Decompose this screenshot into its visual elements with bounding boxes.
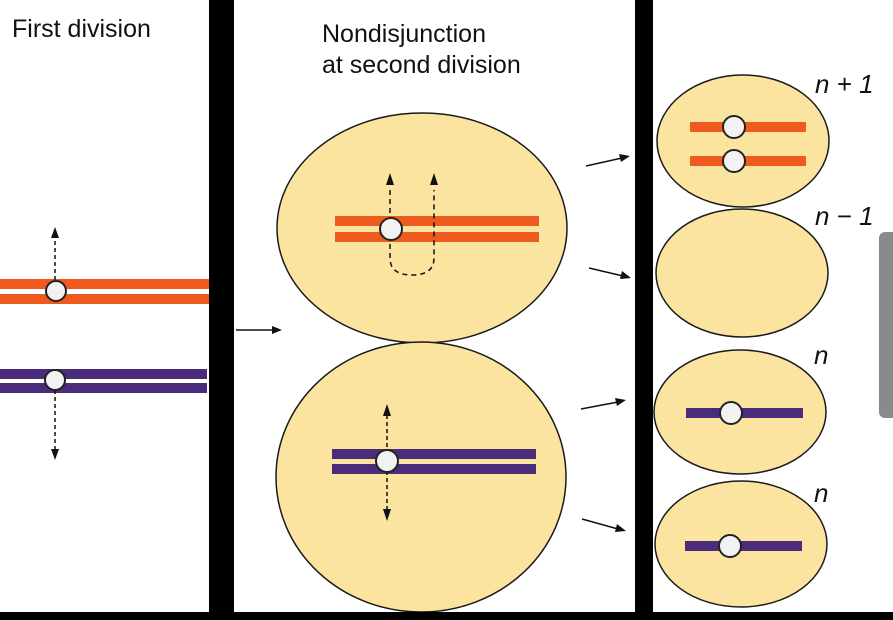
centromere-icon [718, 534, 742, 558]
gametes-diagram [653, 74, 830, 608]
orange-chromosome-pair [0, 227, 209, 304]
nondisjunction-path [389, 190, 435, 276]
centromere-icon [379, 217, 403, 241]
arrowhead-down-icon [51, 449, 59, 460]
orange-chromatid [690, 156, 806, 166]
top-daughter-cell [276, 112, 568, 344]
panel-second-division: Nondisjunction at second division [234, 0, 635, 612]
right-arrow-icon [588, 267, 631, 279]
gamete-n-plus-1 [656, 74, 830, 208]
orange-chromatid [690, 122, 806, 132]
purple-chromatid-bottom [332, 464, 536, 474]
purple-chromatid-top [332, 449, 536, 459]
panel-gametes [653, 0, 893, 612]
second-division-title-line1: Nondisjunction [322, 20, 486, 48]
arrowhead-up-icon [386, 173, 394, 185]
orange-chromatid-top [335, 216, 539, 226]
purple-chromosome-pair [0, 369, 207, 460]
right-arrow-icon [236, 326, 282, 334]
orange-chromatid-bottom [0, 294, 209, 304]
right-arrow-icon [585, 154, 630, 167]
arrowhead-up-icon [383, 404, 391, 416]
panel-first-division: First division [0, 0, 209, 612]
orange-chromatid-bottom [335, 232, 539, 242]
purple-chromatid [685, 541, 802, 551]
gamete-label-n-plus-1: n + 1 [815, 69, 874, 99]
orange-chromatid-top [0, 279, 209, 289]
gamete-label-n-second: n [814, 478, 829, 508]
purple-chromatid [686, 408, 803, 418]
arrowhead-up-icon [51, 227, 59, 238]
right-arrow-icon [580, 398, 626, 410]
scrollbar-handle[interactable] [879, 232, 893, 418]
arrowhead-down-icon [383, 509, 391, 521]
purple-disjoined-chromosome [332, 404, 536, 521]
centromere-icon [719, 401, 743, 425]
gamete-label-n-minus-1: n − 1 [815, 201, 874, 231]
centromere-icon [722, 149, 746, 173]
purple-chromatid-top [0, 369, 207, 379]
centromere-icon [44, 369, 66, 391]
right-arrow-icon [581, 518, 626, 532]
purple-chromatid-bottom [0, 383, 207, 393]
second-division-diagram [236, 112, 631, 612]
first-division-title: First division [12, 15, 151, 43]
centromere-icon [375, 449, 399, 473]
bottom-daughter-cell [275, 341, 567, 612]
second-division-title-line2: at second division [322, 51, 521, 79]
second-division-title: Nondisjunction at second division [322, 19, 521, 81]
arrowhead-up-icon [430, 173, 438, 185]
orange-nondisjoined-chromosome [335, 173, 539, 276]
gamete-label-n-first: n [814, 340, 829, 370]
gamete-n-minus-1 [655, 208, 829, 338]
centromere-icon [722, 115, 746, 139]
centromere-icon [45, 280, 67, 302]
first-division-diagram [0, 227, 209, 460]
